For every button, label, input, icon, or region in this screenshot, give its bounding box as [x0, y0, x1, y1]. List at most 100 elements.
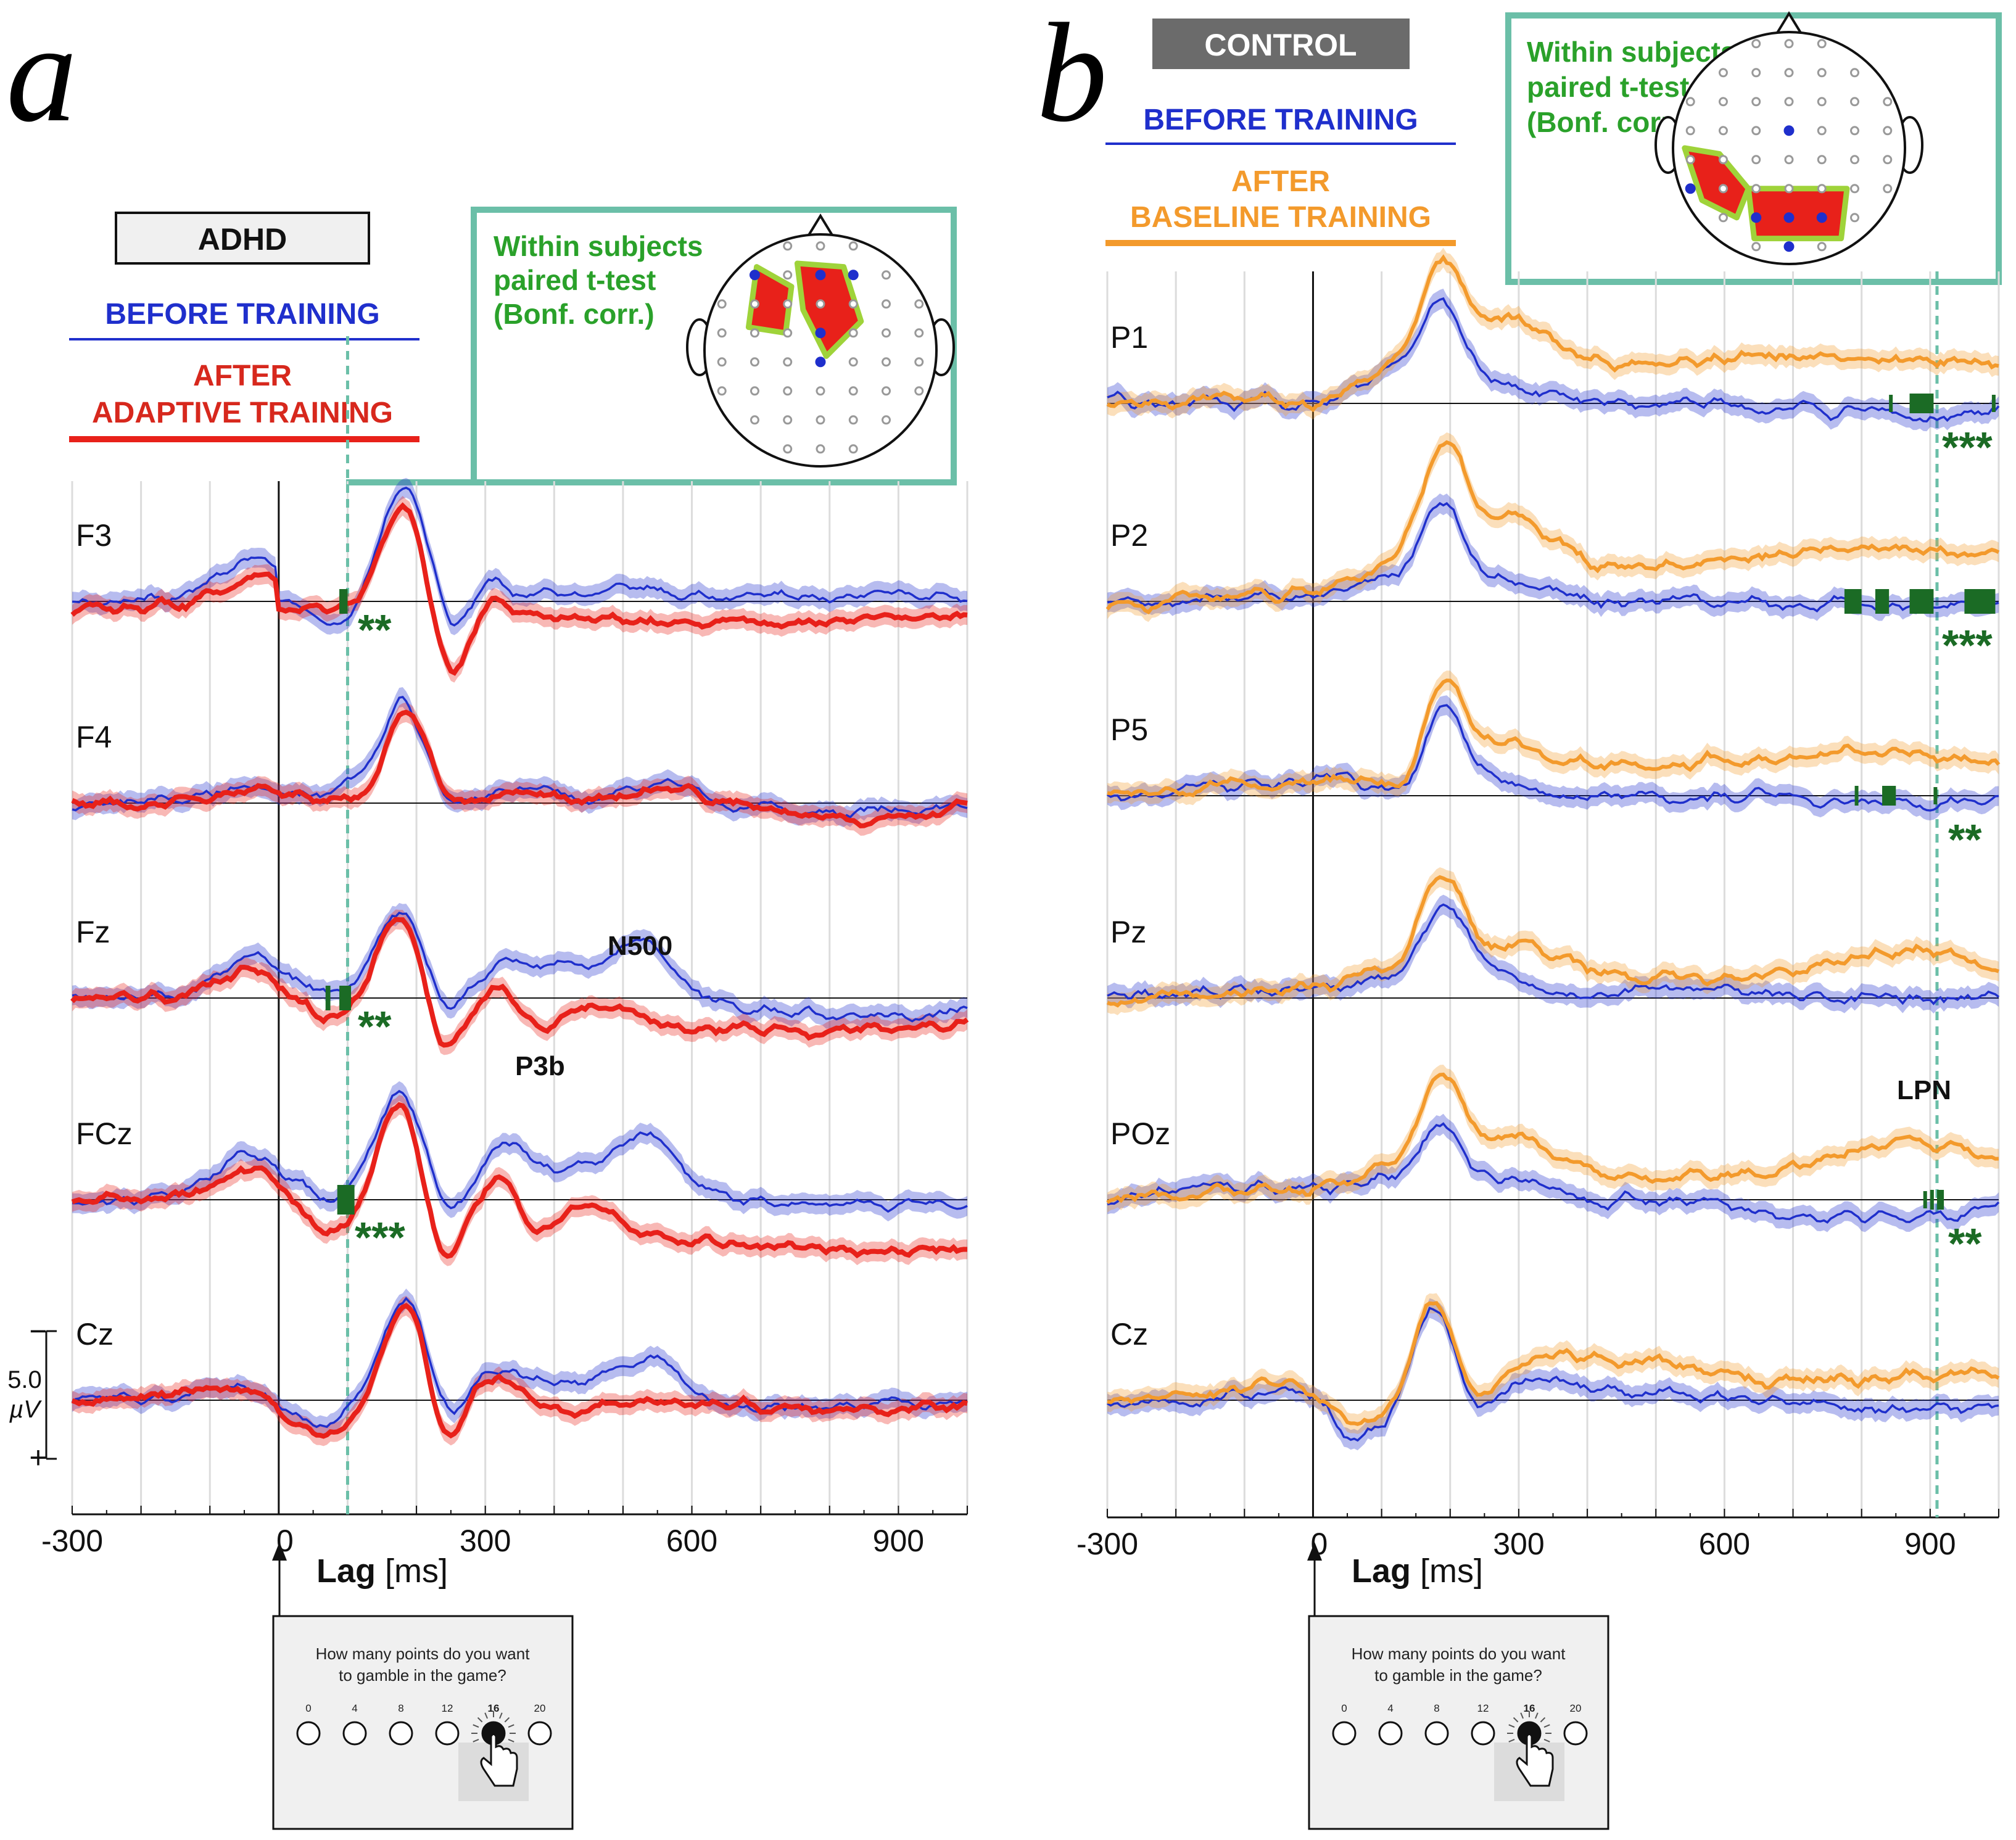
electrode-1 — [816, 241, 825, 251]
scale-plus: + — [29, 1440, 47, 1475]
stimulus-option-label-12: 12 — [442, 1702, 453, 1714]
electrode-10 — [783, 299, 793, 309]
series-after-P1 — [1106, 254, 1999, 413]
sem-band-after-FCz — [72, 1095, 967, 1266]
electrode-30 — [750, 386, 759, 396]
selection-ray-15 — [508, 1724, 514, 1728]
stimulus-option-label-12: 12 — [1477, 1702, 1489, 1714]
sem-band-after-P1 — [1107, 247, 1999, 420]
electrode-1 — [1784, 39, 1794, 49]
onset-arrow-head-icon — [1307, 1542, 1322, 1561]
electrode-13 — [1850, 97, 1860, 107]
selection-ray-10 — [1513, 1717, 1519, 1723]
x-tick-label-600: 600 — [666, 1524, 717, 1558]
stimulus-option-label-20: 20 — [1570, 1702, 1582, 1714]
group-label-box-adhd — [115, 212, 370, 265]
electrode-32 — [1784, 184, 1794, 194]
channel-POz: POz ** — [1106, 1064, 2000, 1268]
stimulus-option-circle-12 — [435, 1721, 460, 1746]
stimulus-inset-b: How many points do you want to gamble in … — [1307, 1542, 1609, 1830]
significance-bar-POz-0 — [1923, 1191, 1927, 1208]
channel-Pz: Pz — [1106, 867, 2000, 1015]
selection-ray-14 — [1540, 1717, 1546, 1723]
x-axis-label-b: Lag [ms] — [1352, 1553, 1483, 1590]
sem-band-before-Pz — [1107, 894, 1999, 1014]
x-tick-label-900: 900 — [1904, 1527, 1956, 1561]
electrode-27 — [882, 357, 891, 367]
stimulus-option-label-0: 0 — [305, 1702, 311, 1714]
stimulus-option-label-20: 20 — [534, 1702, 546, 1714]
selection-ray-15 — [1543, 1724, 1550, 1728]
series-after-P2 — [1105, 440, 2000, 615]
stimulus-question-line-2: to gamble in the game? — [339, 1666, 506, 1685]
legend-after-label-a-1: AFTER — [193, 360, 292, 392]
electrode-12 — [1817, 97, 1827, 107]
panel-b: b CONTROL BEFORE TRAINING AFTER BASELINE… — [1036, 0, 2002, 1830]
x-tick-label--300: -300 — [1076, 1527, 1138, 1561]
electrode-31 — [1751, 184, 1761, 194]
channel-label-POz: POz — [1110, 1116, 1170, 1151]
electrode-23 — [1718, 155, 1728, 165]
channel-label-Pz: Pz — [1110, 915, 1146, 949]
electrode-31 — [783, 386, 793, 396]
series-after-Cz — [1107, 1301, 2000, 1426]
legend-before-label-a: BEFORE TRAINING — [105, 298, 379, 331]
sem-band-before-P5 — [1107, 695, 1999, 821]
electrode-5 — [1784, 68, 1794, 78]
channel-label-Cz: Cz — [1110, 1317, 1148, 1351]
selection-ray-13 — [499, 1712, 503, 1719]
channel-label-P2: P2 — [1110, 518, 1148, 553]
electrode-34 — [882, 386, 891, 396]
note-b-1: Within subjects — [1527, 36, 1737, 68]
sem-band-before-FCz — [72, 1081, 967, 1222]
channel-F3: F3 ** — [70, 477, 968, 683]
significance-bar-POz-2 — [1936, 1190, 1944, 1210]
significance-bar-P1-0 — [1889, 395, 1893, 412]
series-before-POz — [1107, 1122, 2000, 1224]
electrode-4 — [783, 270, 793, 280]
electrode-12 — [848, 299, 858, 309]
electrode-13 — [882, 299, 891, 309]
series-before-FCz — [72, 1089, 968, 1213]
significance-bar-P5-2 — [1933, 787, 1938, 804]
x-axis-label-a-bold: Lag — [316, 1553, 376, 1590]
electrode-3 — [1718, 68, 1728, 78]
electrode-29 — [717, 386, 727, 396]
scale-minus: − — [29, 1314, 47, 1348]
electrode-0 — [1751, 39, 1761, 49]
electrode-36 — [750, 415, 759, 425]
electrode-21 — [914, 328, 924, 338]
electrode-42 — [1783, 241, 1795, 252]
selection-ray-7 — [1508, 1739, 1515, 1743]
stimulus-option-circle-8 — [389, 1721, 413, 1746]
electrode-24 — [783, 357, 793, 367]
selection-ray-14 — [504, 1717, 510, 1723]
electrode-28 — [1883, 155, 1893, 165]
stimulus-option-label-8: 8 — [398, 1702, 403, 1714]
electrode-41 — [783, 444, 793, 454]
electrode-15 — [1685, 126, 1695, 136]
electrode-40 — [882, 415, 891, 425]
note-b-2: paired t-test — [1527, 71, 1689, 103]
group-label-adhd: ADHD — [198, 222, 287, 257]
selection-ray-13 — [1535, 1712, 1539, 1719]
sem-band-before-POz — [1107, 1113, 1999, 1232]
electrode-26 — [848, 357, 858, 367]
electrode-19 — [1817, 126, 1827, 136]
sem-band-before-Fz — [72, 902, 967, 1031]
electrode-28 — [914, 357, 924, 367]
selection-ray-9 — [1508, 1724, 1515, 1728]
electrode-23 — [750, 357, 759, 367]
stimulus-option-label-16: 16 — [488, 1702, 500, 1714]
electrode-22 — [1685, 155, 1695, 165]
selection-ray-1 — [1543, 1739, 1550, 1743]
channel-label-P1: P1 — [1110, 320, 1148, 355]
electrode-22 — [717, 357, 727, 367]
selection-ray-11 — [1520, 1712, 1524, 1719]
stimulus-option-circle-4 — [1378, 1721, 1403, 1746]
stimulus-question-line-1: How many points do you want — [316, 1644, 531, 1663]
group-label-box-control — [1152, 19, 1410, 69]
electrode-40 — [1850, 213, 1860, 223]
series-before-Cz — [1107, 1306, 1999, 1442]
channel-label-Fz: Fz — [76, 915, 110, 949]
